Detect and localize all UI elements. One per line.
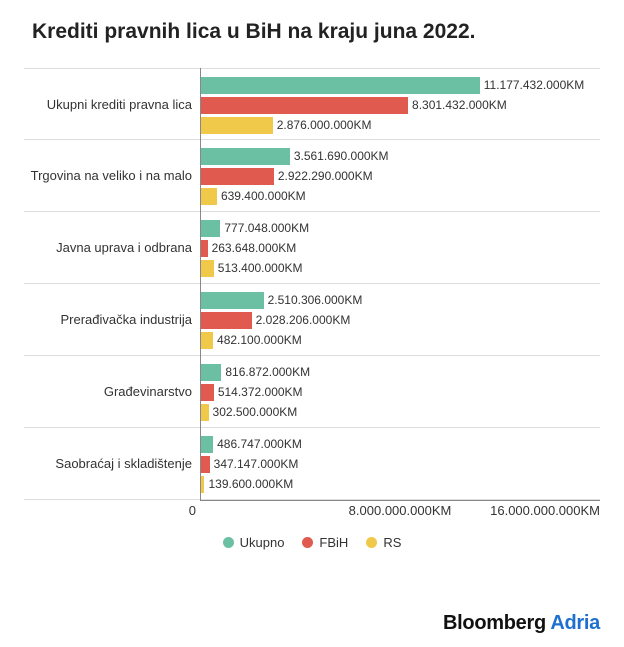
legend-label: RS xyxy=(383,535,401,550)
bar-group: 11.177.432.000KM 8.301.432.000KM 2.876.000… xyxy=(201,68,600,140)
bar-group: 486.747.000KM347.147.000KM139.600.000KM xyxy=(201,428,600,500)
x-tick: 16.000.000.000KM xyxy=(490,503,600,518)
legend-swatch xyxy=(302,537,313,548)
chart-title: Krediti pravnih lica u BiH na kraju juna… xyxy=(32,20,600,44)
bar-value-label: 482.100.000KM xyxy=(217,333,302,347)
legend-label: Ukupno xyxy=(240,535,285,550)
bar-row: 8.301.432.000KM xyxy=(201,95,600,115)
bar-rs: 639.400.000KM xyxy=(201,188,217,205)
brand-part2: Adria xyxy=(546,612,600,634)
legend-label: FBiH xyxy=(319,535,348,550)
bar-row: 486.747.000KM xyxy=(201,434,600,454)
bar-rs: 302.500.000KM xyxy=(201,404,209,421)
bar-row: 11.177.432.000KM xyxy=(201,75,600,95)
x-tick-labels: 8.000.000.000KM 16.000.000.000KM xyxy=(200,503,600,521)
bar-value-label: 302.500.000KM xyxy=(213,405,298,419)
x-tick: 8.000.000.000KM xyxy=(349,503,452,518)
bar-ukupno: 11.177.432.000KM xyxy=(201,77,480,94)
bar-group: 816.872.000KM 514.372.000KM 302.500.000KM xyxy=(201,356,600,428)
bar-fbih: 514.372.000KM xyxy=(201,384,214,401)
bar-row: 347.147.000KM xyxy=(201,454,600,474)
bar-value-label: 3.561.690.000KM xyxy=(294,149,389,163)
bar-value-label: 777.048.000KM xyxy=(224,221,309,235)
legend-swatch xyxy=(366,537,377,548)
bar-fbih: 347.147.000KM xyxy=(201,456,210,473)
y-axis-labels: Ukupni krediti pravna licaTrgovina na ve… xyxy=(24,68,200,501)
bar-row: 816.872.000KM xyxy=(201,362,600,382)
bar-value-label: 486.747.000KM xyxy=(217,437,302,451)
bar-fbih: 263.648.000KM xyxy=(201,240,208,257)
brand-part1: Bloomberg xyxy=(443,612,546,634)
bar-ukupno: 2.510.306.000KM xyxy=(201,292,264,309)
bar-row: 139.600.000KM xyxy=(201,474,600,494)
legend-item: FBiH xyxy=(302,535,348,550)
bar-value-label: 2.922.290.000KM xyxy=(278,169,373,183)
bar-rs: 482.100.000KM xyxy=(201,332,213,349)
brand-logo: Bloomberg Adria xyxy=(443,612,600,635)
bar-value-label: 139.600.000KM xyxy=(208,477,293,491)
bar-value-label: 513.400.000KM xyxy=(218,261,303,275)
bar-value-label: 514.372.000KM xyxy=(218,385,303,399)
bar-rs: 139.600.000KM xyxy=(201,476,204,493)
bar-ukupno: 816.872.000KM xyxy=(201,364,221,381)
bar-fbih: 8.301.432.000KM xyxy=(201,97,408,114)
bar-group: 2.510.306.000KM 2.028.206.000KM 482.100.00… xyxy=(201,284,600,356)
bar-value-label: 263.648.000KM xyxy=(212,241,297,255)
bar-row: 2.510.306.000KM xyxy=(201,290,600,310)
chart: Ukupni krediti pravna licaTrgovina na ve… xyxy=(24,68,600,501)
legend-swatch xyxy=(223,537,234,548)
bar-fbih: 2.028.206.000KM xyxy=(201,312,252,329)
x-axis: 0 8.000.000.000KM 16.000.000.000KM xyxy=(24,503,600,521)
bar-row: 302.500.000KM xyxy=(201,402,600,422)
bar-ukupno: 3.561.690.000KM xyxy=(201,148,290,165)
legend-item: Ukupno xyxy=(223,535,285,550)
bar-rs: 2.876.000.000KM xyxy=(201,117,273,134)
bar-group: 777.048.000KM 263.648.000KM 513.400.000KM xyxy=(201,212,600,284)
legend-item: RS xyxy=(366,535,401,550)
bar-value-label: 347.147.000KM xyxy=(214,457,299,471)
legend: Ukupno FBiH RS xyxy=(24,535,600,550)
bar-row: 639.400.000KM xyxy=(201,186,600,206)
x-tick-zero: 0 xyxy=(24,503,200,521)
category-label: Trgovina na veliko i na malo xyxy=(24,140,200,212)
bar-row: 777.048.000KM xyxy=(201,218,600,238)
bar-value-label: 2.028.206.000KM xyxy=(256,313,351,327)
bar-row: 3.561.690.000KM xyxy=(201,146,600,166)
category-label: Javna uprava i odbrana xyxy=(24,212,200,284)
bar-value-label: 816.872.000KM xyxy=(225,365,310,379)
bar-row: 2.922.290.000KM xyxy=(201,166,600,186)
bar-fbih: 2.922.290.000KM xyxy=(201,168,274,185)
category-label: Ukupni krediti pravna lica xyxy=(24,68,200,140)
category-label: Prerađivačka industrija xyxy=(24,284,200,356)
bar-ukupno: 486.747.000KM xyxy=(201,436,213,453)
bar-rs: 513.400.000KM xyxy=(201,260,214,277)
bar-row: 2.876.000.000KM xyxy=(201,115,600,135)
bar-group: 3.561.690.000KM 2.922.290.000KM 639.400.00… xyxy=(201,140,600,212)
bar-row: 2.028.206.000KM xyxy=(201,310,600,330)
bar-value-label: 11.177.432.000KM xyxy=(484,78,585,92)
category-label: Građevinarstvo xyxy=(24,356,200,428)
bar-ukupno: 777.048.000KM xyxy=(201,220,220,237)
bar-row: 482.100.000KM xyxy=(201,330,600,350)
bar-row: 263.648.000KM xyxy=(201,238,600,258)
category-label: Saobraćaj i skladištenje xyxy=(24,428,200,500)
bar-value-label: 2.510.306.000KM xyxy=(268,293,363,307)
bar-row: 513.400.000KM xyxy=(201,258,600,278)
plot-area: 11.177.432.000KM 8.301.432.000KM 2.876.000… xyxy=(200,68,600,501)
bar-value-label: 8.301.432.000KM xyxy=(412,98,507,112)
bar-row: 514.372.000KM xyxy=(201,382,600,402)
bar-value-label: 2.876.000.000KM xyxy=(277,118,372,132)
bar-value-label: 639.400.000KM xyxy=(221,189,306,203)
